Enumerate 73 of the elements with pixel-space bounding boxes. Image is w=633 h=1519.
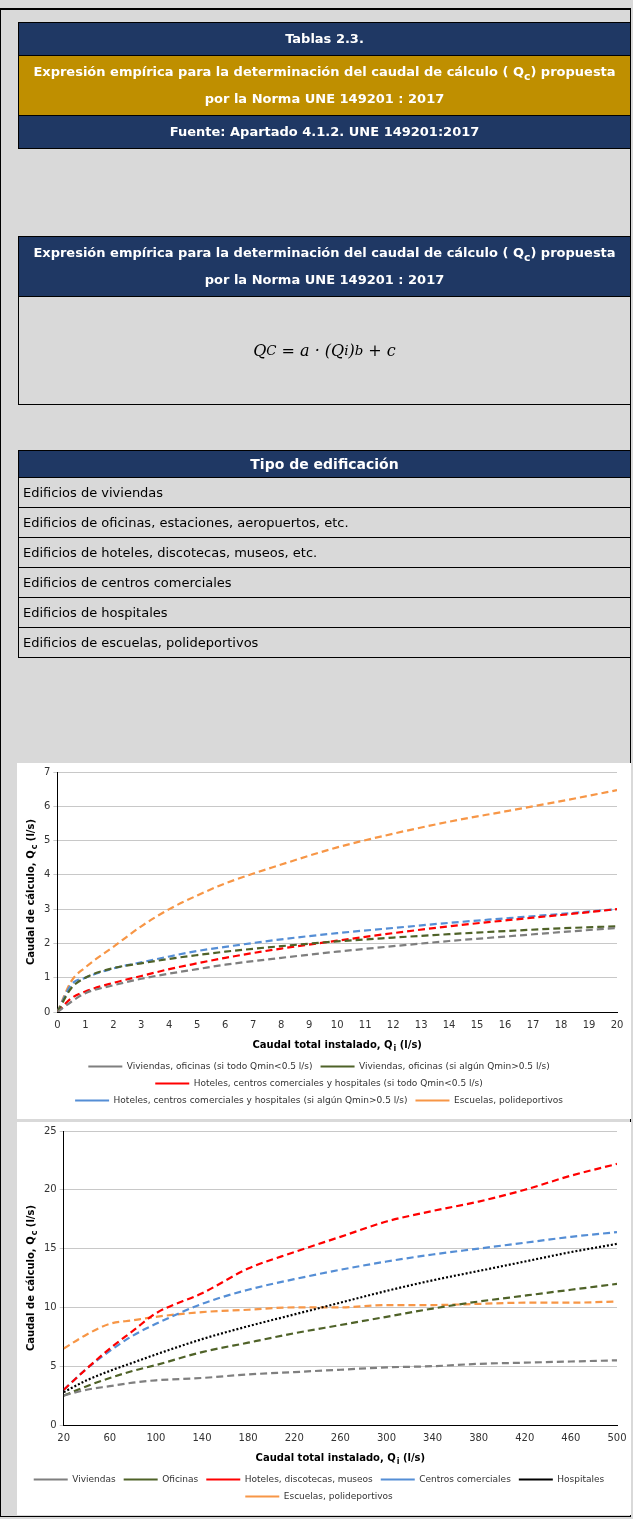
x-tick-label: 300 [376,1431,397,1443]
text: Tipo de edificación [18,450,631,478]
text: Edificios de hospitales [18,598,631,628]
y-axis-title: Caudal de cálculo, Qc (l/s) [24,818,39,966]
source-note: Fuente: Apartado 4.1.2. UNE 149201:2017 [18,115,631,149]
text: Edificios de escuelas, polideportivos [18,628,631,658]
x-tick-label: 6 [222,1018,229,1030]
x-tick-label: 10 [330,1018,344,1030]
text: Edificios de centros comerciales [18,568,631,598]
y-tick-label: 0 [50,1418,57,1430]
y-tick-label: 0 [43,1005,51,1017]
legend-label: Viviendas [72,1473,116,1484]
x-tick-label: 380 [469,1431,489,1443]
x-tick-label: 12 [386,1018,400,1030]
x-tick-label: 7 [250,1018,257,1030]
y-axis-title: Caudal de cálculo, Qc (l/s) [24,1204,39,1352]
legend-label: Hoteles, centros comerciales y hospitales (si algún Qmin>0.5 l/s) [113,1094,408,1105]
y-tick-label: 4 [43,868,51,880]
x-tick-label: 1 [82,1018,89,1030]
legend-label: Viviendas, oficinas (si todo Qmin<0.5 l/s) [126,1060,313,1071]
y-tick-label: 2 [43,937,51,949]
y-tick-label: 3 [43,902,51,914]
x-tick-label: 460 [561,1431,581,1443]
text: Edificios de hoteles, discotecas, museos, etc. [18,538,631,568]
legend-label: Escuelas, polideportivos [453,1094,564,1105]
x-tick-label: 4 [166,1018,173,1030]
x-tick-label: 3 [138,1018,145,1030]
x-tick-label: 8 [278,1018,285,1030]
x-tick-label: 140 [192,1431,212,1443]
y-tick-label: 5 [43,834,51,846]
y-tick-label: 7 [43,765,51,777]
legend-label: Centros comerciales [419,1473,512,1484]
x-tick-label: 18 [554,1018,568,1030]
x-tick-label: 220 [284,1431,304,1443]
legend-label: Hospitales [557,1473,605,1484]
legend-label: Oficinas [162,1473,199,1484]
text: Edificios de oficinas, estaciones, aeropuertos, etc. [18,508,631,538]
line-series [63,1282,617,1397]
y-tick-label: 15 [43,1242,57,1254]
y-tick-label: 5 [50,1359,57,1371]
y-tick-label: 6 [43,799,51,811]
y-tick-label: 1 [43,971,51,983]
x-tick-label: 19 [582,1018,596,1030]
x-tick-label: 20 [610,1018,624,1030]
line-series [63,1162,617,1391]
x-tick-label: 100 [146,1431,166,1443]
x-tick-label: 9 [306,1018,313,1030]
x-tick-label: 13 [414,1018,428,1030]
text: Expresión empírica para la determinación del caudal de cálculo ( Q$_{c}$) propuesta por la Norma UNE 149201 : 2017 [33,245,616,287]
legend-label: Hoteles, centros comerciales y hospitales (si todo Qmin<0.5 l/s) [193,1077,483,1088]
x-tick-label: 15 [470,1018,484,1030]
x-tick-label: 5 [194,1018,201,1030]
legend-label: Escuelas, polideportivos [283,1490,394,1501]
legend-label: Viviendas, oficinas (si algún Qmin>0.5 l/s) [359,1060,550,1071]
x-tick-label: 17 [526,1018,540,1030]
y-tick-label: 25 [43,1124,57,1136]
legend-label: Hoteles, discotecas, museos [244,1473,374,1484]
x-tick-label: 14 [442,1018,456,1030]
x-tick-label: 420 [515,1431,535,1443]
text: Edificios de viviendas [18,478,631,508]
x-tick-label: 11 [358,1018,372,1030]
y-tick-label: 20 [43,1183,57,1195]
x-tick-label: 60 [103,1431,117,1443]
y-tick-label: 10 [43,1300,57,1312]
x-tick-label: 2 [110,1018,117,1030]
x-tick-label: 180 [238,1431,258,1443]
x-tick-label: 16 [498,1018,512,1030]
x-tick-label: 260 [330,1431,350,1443]
text: Expresión empírica para la determinación del caudal de cálculo ( Q$_{c}$) propuesta por la Norma UNE 149201 : 2017 [33,64,616,106]
text: Tablas 2.3. [18,22,631,56]
x-tick-label: 340 [423,1431,443,1443]
line-series [63,1359,617,1397]
x-tick-label: 500 [607,1431,627,1443]
